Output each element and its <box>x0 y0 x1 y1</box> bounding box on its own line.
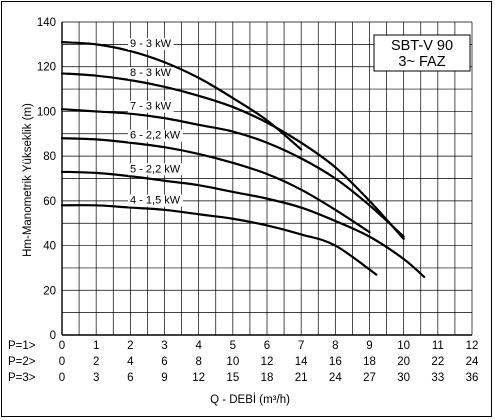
x-tick-label: 9 <box>161 372 167 384</box>
x-tick-label: 11 <box>432 340 444 352</box>
x-tick-label: 1 <box>93 340 99 352</box>
x-tick-label: 4 <box>127 356 134 368</box>
x-tick-label: 0 <box>59 372 65 384</box>
y-tick-label: 120 <box>37 62 56 74</box>
x-tick-label: 2 <box>127 340 133 352</box>
x-tick-label: 12 <box>261 356 274 368</box>
title-line-1: SBT-V 90 <box>391 38 453 54</box>
x-tick-label: 6 <box>161 356 167 368</box>
curve-label: 4 - 1,5 kW <box>130 195 181 207</box>
y-tick-label: 40 <box>43 241 56 253</box>
curve-label-background <box>128 194 183 207</box>
curve-label: 7 - 3 kW <box>130 101 172 113</box>
x-tick-label: 6 <box>264 340 270 352</box>
x-tick-label: 9 <box>366 340 372 352</box>
x-tick-label: 4 <box>195 340 202 352</box>
x-tick-label: 30 <box>397 372 410 384</box>
x-tick-label: 8 <box>332 340 338 352</box>
x-tick-label: 21 <box>295 372 308 384</box>
x-row-label: P=2> <box>8 356 36 368</box>
curve-label-background <box>128 38 174 51</box>
curve-label-background <box>128 129 183 142</box>
x-axis-label: Q - DEBİ (m³/h) <box>210 393 290 406</box>
y-tick-label: 100 <box>37 106 56 118</box>
x-tick-label: 5 <box>230 340 236 352</box>
title-line-2: 3~ FAZ <box>398 54 445 70</box>
x-tick-label: 24 <box>466 356 479 368</box>
curve-label-background <box>128 67 174 80</box>
curve-labels: 9 - 3 kW 8 - 3 kW 7 - 3 kW 6 - 2,2 kW 5 - 2,… <box>128 38 183 207</box>
pump-curve <box>60 170 426 278</box>
x-tick-label: 24 <box>329 372 342 384</box>
x-tick-label: 14 <box>295 356 308 368</box>
x-tick-label: 2 <box>93 356 99 368</box>
x-tick-label: 33 <box>431 372 444 384</box>
y-axis-label: Hm-Manometrik Yükseklik (m) <box>22 103 34 257</box>
x-tick-label: 22 <box>431 356 444 368</box>
curve-label: 8 - 3 kW <box>130 67 172 79</box>
curve-label: 6 - 2,2 kW <box>130 130 181 142</box>
x-row-label: P=3> <box>8 372 36 384</box>
y-tick-label: 20 <box>43 285 56 297</box>
x-tick-label: 15 <box>226 372 239 384</box>
curve-label: 5 - 2,2 kW <box>130 163 181 175</box>
y-tick-labels: 0 20 40 60 80 100 120 140 <box>37 17 56 342</box>
x-tick-label: 12 <box>192 372 205 384</box>
x-row-label: P=1> <box>8 340 36 352</box>
x-tick-label: 3 <box>161 340 167 352</box>
y-tick-label: 60 <box>43 196 56 208</box>
pump-curve <box>60 72 405 240</box>
x-tick-label: 20 <box>397 356 410 368</box>
pump-curve <box>60 108 405 238</box>
pump-curves <box>60 41 426 278</box>
x-tick-label: 10 <box>397 340 410 352</box>
x-tick-label: 6 <box>127 372 133 384</box>
x-tick-label: 27 <box>363 372 376 384</box>
x-tick-label: 16 <box>329 356 342 368</box>
pump-curve <box>60 41 303 151</box>
x-tick-label: 0 <box>59 340 65 352</box>
x-tick-label: 12 <box>466 340 479 352</box>
x-tick-label: 0 <box>59 356 65 368</box>
title-box: SBT-V 90 3~ FAZ <box>373 34 471 72</box>
y-tick-label: 140 <box>37 17 56 29</box>
x-tick-label: 10 <box>226 356 239 368</box>
curve-label-background <box>128 100 174 113</box>
x-tick-label: 7 <box>298 340 304 352</box>
x-tick-label: 8 <box>195 356 201 368</box>
x-tick-label: 18 <box>261 372 274 384</box>
y-tick-label: 80 <box>43 151 56 163</box>
curve-label: 9 - 3 kW <box>130 38 172 50</box>
pump-curve <box>60 204 378 276</box>
curve-label-background <box>128 163 183 176</box>
y-tick-label: 0 <box>50 330 56 342</box>
x-tick-labels: P=1> 0 1 2 3 4 5 6 7 8 9 10 11 12P=2> 0 2 4 6 8 10 12 14 16 18 2… <box>8 340 479 384</box>
grid <box>61 21 473 336</box>
x-tick-label: 36 <box>466 372 479 384</box>
x-tick-label: 3 <box>93 372 99 384</box>
pump-curve <box>60 137 371 234</box>
x-tick-label: 18 <box>363 356 376 368</box>
